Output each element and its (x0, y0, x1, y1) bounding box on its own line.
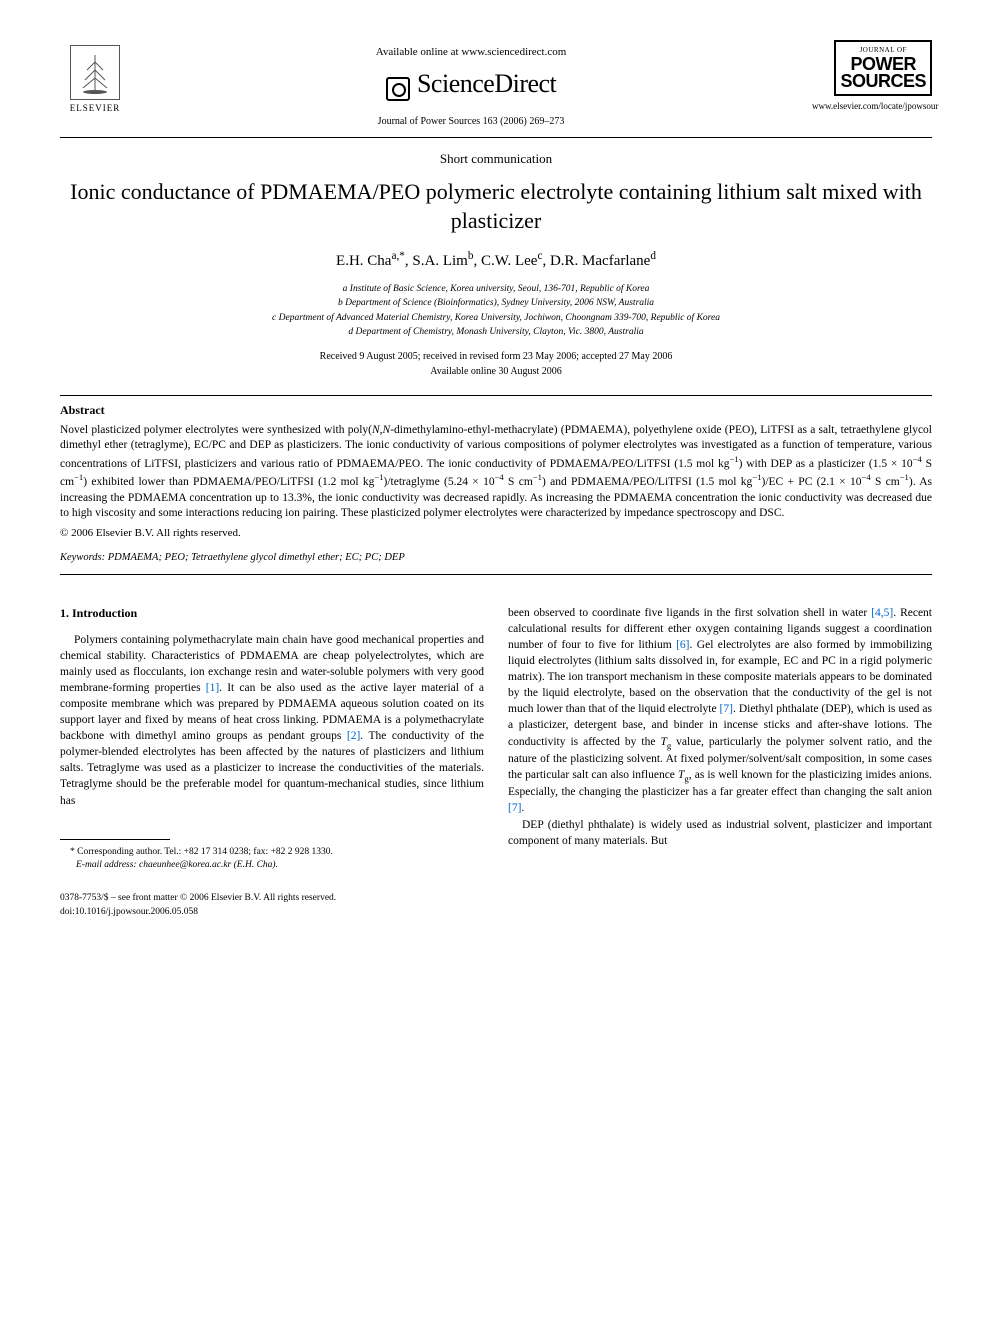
tree-icon (75, 50, 115, 95)
email-footnote: E-mail address: chaeunhee@korea.ac.kr (E… (60, 859, 484, 872)
article-type: Short communication (60, 150, 932, 168)
article-title: Ionic conductance of PDMAEMA/PEO polymer… (60, 178, 932, 235)
affiliation-a: a Institute of Basic Science, Korea univ… (60, 282, 932, 296)
keywords: Keywords: PDMAEMA; PEO; Tetraethylene gl… (60, 551, 932, 566)
body-columns: 1. Introduction Polymers containing poly… (60, 605, 932, 872)
abstract-text: Novel plasticized polymer electrolytes w… (60, 423, 932, 522)
ref-link-7b[interactable]: [7] (508, 802, 521, 814)
abstract-top-divider (60, 395, 932, 396)
journal-logo-box: JOURNAL OF POWER SOURCES (834, 40, 932, 96)
email-person: (E.H. Cha). (234, 860, 278, 870)
intro-paragraph-1: Polymers containing polymethacrylate mai… (60, 632, 484, 809)
dates-online: Available online 30 August 2006 (60, 364, 932, 379)
affiliation-c: c Department of Advanced Material Chemis… (60, 311, 932, 325)
ref-link-2[interactable]: [2] (347, 730, 360, 742)
sciencedirect-icon (386, 77, 410, 101)
dates-received: Received 9 August 2005; received in revi… (60, 349, 932, 364)
footer: 0378-7753/$ – see front matter © 2006 El… (60, 892, 932, 919)
article-dates: Received 9 August 2005; received in revi… (60, 349, 932, 379)
ref-link-6[interactable]: [6] (676, 639, 689, 651)
abstract-heading: Abstract (60, 402, 932, 419)
journal-logo-line2: SOURCES (840, 73, 926, 90)
sciencedirect-logo: ScienceDirect (130, 66, 812, 102)
ref-link-1[interactable]: [1] (206, 682, 219, 694)
ref-link-7a[interactable]: [7] (720, 703, 733, 715)
header-divider (60, 137, 932, 138)
sciencedirect-text: ScienceDirect (417, 69, 556, 98)
journal-reference: Journal of Power Sources 163 (2006) 269–… (130, 115, 812, 129)
header-row: ELSEVIER Available online at www.science… (60, 40, 932, 129)
keywords-text: PDMAEMA; PEO; Tetraethylene glycol dimet… (105, 552, 405, 563)
journal-url: www.elsevier.com/locate/jpowsour (812, 100, 932, 113)
doi-line: doi:10.1016/j.jpowsour.2006.05.058 (60, 906, 932, 919)
column-right: been observed to coordinate five ligands… (508, 605, 932, 872)
abstract-bottom-divider (60, 574, 932, 575)
elsevier-label: ELSEVIER (70, 102, 121, 115)
email-label: E-mail address: (76, 860, 137, 870)
intro-paragraph-3: DEP (diethyl phthalate) is widely used a… (508, 817, 932, 849)
corresponding-author-footnote: * Corresponding author. Tel.: +82 17 314… (60, 846, 484, 859)
authors: E.H. Chaa,*, S.A. Limb, C.W. Leec, D.R. … (60, 249, 932, 272)
column-left: 1. Introduction Polymers containing poly… (60, 605, 484, 872)
email-address[interactable]: chaeunhee@korea.ac.kr (139, 860, 231, 870)
affiliations: a Institute of Basic Science, Korea univ… (60, 282, 932, 339)
copyright: © 2006 Elsevier B.V. All rights reserved… (60, 526, 932, 541)
affiliation-b: b Department of Science (Bioinformatics)… (60, 296, 932, 310)
elsevier-tree-icon (70, 45, 120, 100)
elsevier-logo: ELSEVIER (60, 40, 130, 120)
keywords-label: Keywords: (60, 552, 105, 563)
affiliation-d: d Department of Chemistry, Monash Univer… (60, 325, 932, 339)
footnote-separator (60, 839, 170, 840)
center-header: Available online at www.sciencedirect.co… (130, 40, 812, 129)
journal-logo-block: JOURNAL OF POWER SOURCES www.elsevier.co… (812, 40, 932, 113)
intro-paragraph-2: been observed to coordinate five ligands… (508, 605, 932, 817)
section-1-heading: 1. Introduction (60, 605, 484, 622)
available-online-text: Available online at www.sciencedirect.co… (130, 45, 812, 60)
ref-link-45[interactable]: [4,5] (871, 607, 893, 619)
issn-line: 0378-7753/$ – see front matter © 2006 El… (60, 892, 932, 905)
